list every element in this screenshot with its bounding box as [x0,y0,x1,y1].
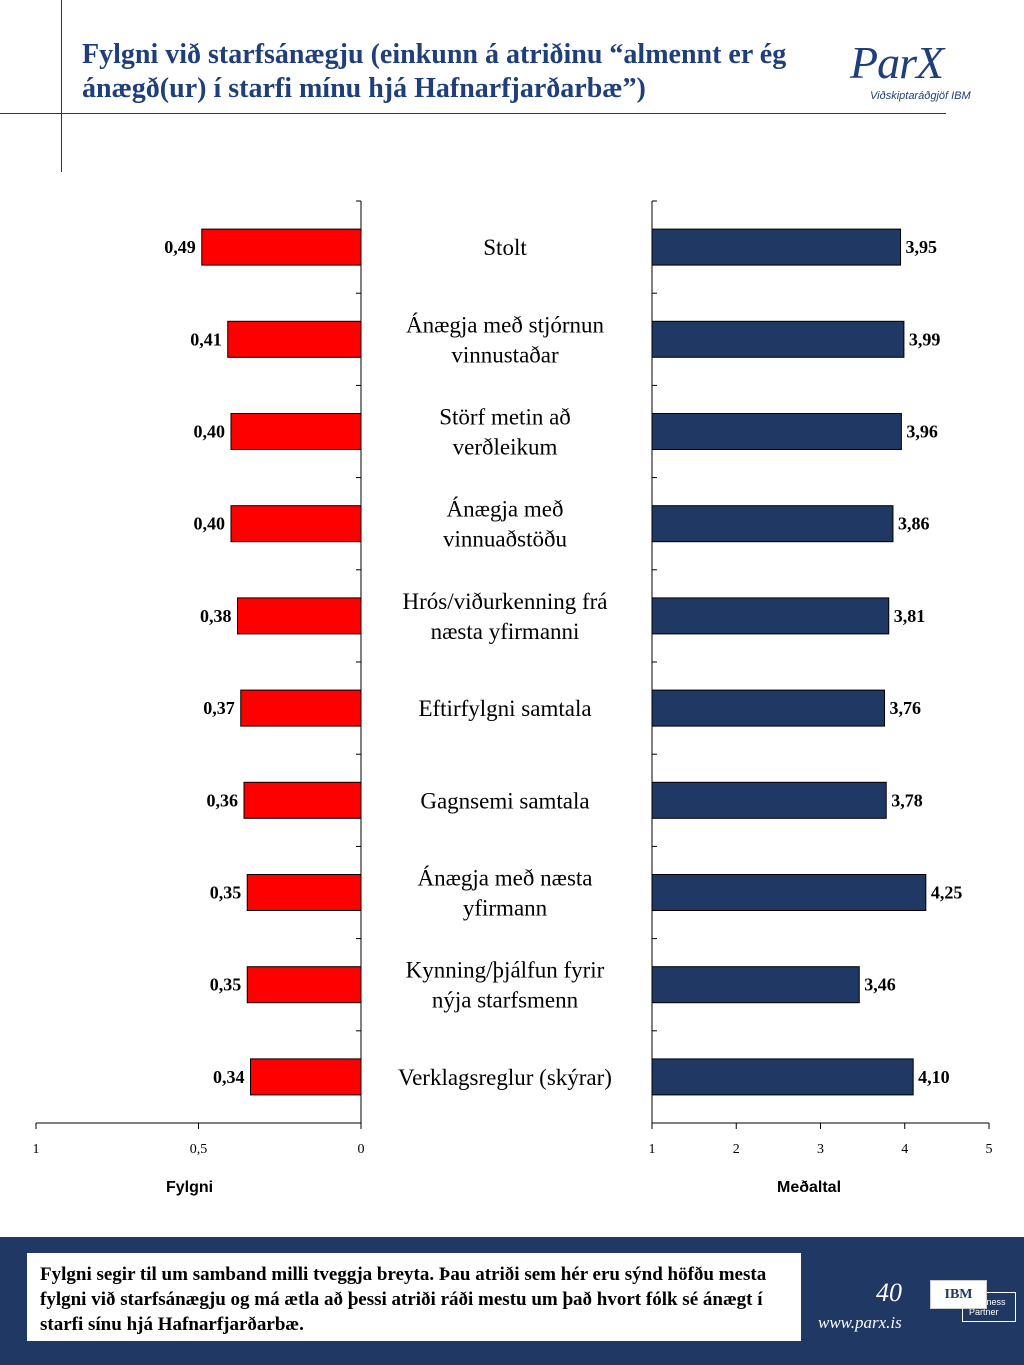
parx-logo-subtitle: Viðskiptaráðgjöf IBM [870,90,971,102]
footnote-box: Fylgni segir til um samband milli tveggj… [27,1253,801,1341]
left-bar [246,966,362,1004]
right-bar [651,1058,914,1096]
right-data-label: 4,25 [931,883,963,903]
left-bar [230,413,362,450]
right-data-label: 4,10 [918,1067,950,1087]
right-data-label: 3,86 [898,514,930,534]
right-data-label: 3,76 [890,698,922,718]
left-bar [243,781,362,819]
left-axis-title: Fylgni [166,1179,214,1196]
category-label: Gagnsemi samtala [420,788,589,813]
left-data-label: 0,40 [194,422,226,442]
right-data-label: 3,95 [906,237,938,257]
right-tick-label: 5 [986,1142,993,1157]
right-tick-label: 1 [649,1142,656,1157]
right-bar [651,413,902,450]
ibm-logo-text: IBM [930,1280,987,1309]
website-link[interactable]: www.parx.is [818,1313,902,1332]
left-data-label: 0,35 [210,883,242,903]
right-tick-label: 2 [733,1142,740,1157]
left-data-label: 0,37 [203,698,235,718]
ibm-business-partner-logo: Business Partner IBM [930,1280,1016,1322]
category-label: verðleikum [453,435,558,460]
left-bar [240,689,362,727]
right-data-label: 3,99 [909,329,941,349]
category-label: Ánægja með [447,497,564,522]
left-data-label: 0,34 [213,1067,245,1087]
right-bar [651,966,860,1004]
right-tick-label: 4 [901,1142,908,1157]
left-bar [230,505,362,543]
right-data-label: 3,46 [864,975,896,995]
category-label: Eftirfylgni samtala [418,696,591,721]
category-label: Stolt [483,235,527,260]
category-label: vinnustaðar [451,342,559,367]
left-tick-label: 1 [33,1142,40,1157]
right-axis-title: Meðaltal [777,1179,842,1196]
left-tick-label: 0 [358,1142,365,1157]
left-data-label: 0,40 [194,514,226,534]
category-label: Kynning/þjálfun fyrir [406,958,605,983]
category-label: Ánægja með stjórnun [406,312,605,337]
left-bar [250,1058,362,1096]
left-data-label: 0,35 [210,975,242,995]
category-label: nýja starfsmenn [432,988,579,1013]
left-bar [246,874,362,911]
left-bar [237,597,362,635]
right-tick-label: 3 [817,1142,824,1157]
right-bar [651,874,927,911]
category-label: næsta yfirmanni [431,619,580,644]
right-bar [651,781,887,819]
category-label: vinnuaðstöðu [443,527,567,552]
header-horizontal-rule [0,113,946,114]
category-label: Ánægja með næsta [417,866,592,891]
right-bar [651,597,890,635]
right-bar [651,320,905,358]
parx-logo-text: ParX [850,37,944,88]
right-data-label: 3,96 [906,422,938,442]
left-bar [201,228,362,266]
right-bar [651,228,902,266]
left-bar [227,320,362,358]
left-data-label: 0,36 [207,790,239,810]
right-data-label: 3,81 [894,606,926,626]
category-label: Hrós/viðurkenning frá [402,589,607,614]
left-data-label: 0,49 [164,237,196,257]
category-label: Störf metin að [439,405,571,430]
correlation-chart: 1 0,5 0 0,49 0,41 0,40 0,40 0,38 0,37 0,36 0,35 0,3… [33,200,993,1157]
right-bar [651,689,886,727]
left-data-label: 0,38 [200,606,232,626]
category-label: Verklagsreglur (skýrar) [398,1065,612,1090]
right-data-label: 3,78 [891,790,923,810]
page-number: 40 [876,1278,902,1307]
category-label: yfirmann [463,896,548,921]
page-title: Fylgni við starfsánægju (einkunn á atrið… [82,39,787,104]
left-data-label: 0,41 [190,329,222,349]
header-vertical-rule [61,0,62,172]
right-bar [651,505,894,543]
left-tick-label: 0,5 [190,1142,208,1157]
parx-logo: ParX Viðskiptaráðgjöf IBM [850,37,990,103]
